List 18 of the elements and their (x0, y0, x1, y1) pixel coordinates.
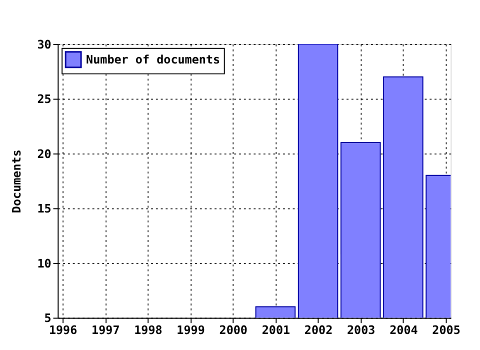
x-tick-label: 2003 (346, 322, 376, 337)
x-tick-label: 1996 (48, 322, 78, 337)
legend-label: Number of documents (86, 52, 220, 67)
x-tick-label: 2000 (219, 322, 248, 337)
y-tick-label: 30 (37, 37, 52, 52)
x-tick-label: 1999 (176, 322, 205, 337)
x-tick-label: 2005 (432, 322, 460, 337)
x-tick-label: 2004 (390, 322, 418, 337)
y-tick-label: 5 (44, 311, 52, 326)
y-tick-label: 15 (37, 202, 52, 216)
y-tick-label: 10 (37, 256, 52, 270)
x-tick-label: 1997 (92, 322, 120, 337)
y-axis-title: Documents (10, 150, 24, 214)
x-tick-label: 2002 (304, 322, 333, 337)
y-tick-label: 20 (37, 146, 52, 161)
x-tick-label: 1998 (134, 322, 162, 337)
y-tick-label: 25 (37, 92, 52, 106)
x-tick-label: 2001 (262, 322, 290, 337)
